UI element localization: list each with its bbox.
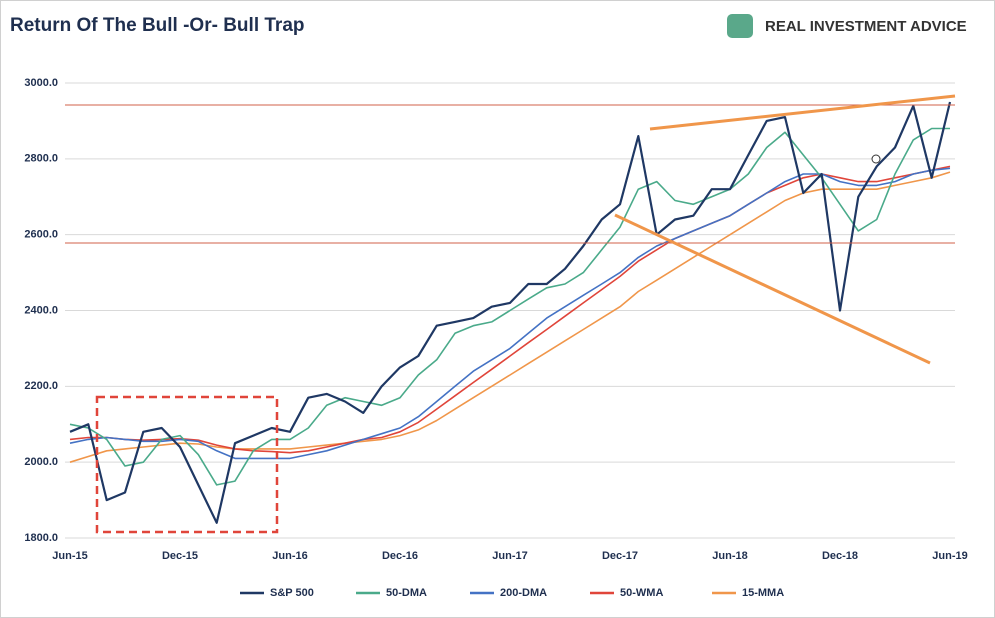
highlight-box [95,395,279,534]
series-line [69,101,952,524]
y-tick-label: 2000.0 [24,456,58,468]
x-tick-label: Dec-17 [602,550,638,562]
x-tick-label: Jun-18 [712,550,747,562]
marker [871,154,881,164]
legend-label: 50-DMA [386,587,427,599]
legend-label: 200-DMA [500,587,547,599]
y-tick-label: 2600.0 [24,229,58,241]
y-tick-label: 2800.0 [24,153,58,165]
y-tick-label: 1800.0 [24,532,58,544]
legend-label: 50-WMA [620,587,663,599]
logo-icon [727,14,753,38]
x-tick-label: Jun-16 [272,550,307,562]
y-tick-label: 3000.0 [24,77,58,89]
annotations [65,94,956,534]
legend-label: S&P 500 [270,587,314,599]
series-line [69,167,951,460]
x-tick-label: Jun-15 [52,550,87,562]
series-line [69,127,950,486]
y-tick-label: 2400.0 [24,304,58,316]
legend-label: 15-MMA [742,587,784,599]
x-tick-label: Dec-15 [162,550,198,562]
x-tick-label: Jun-17 [492,550,527,562]
trend-line [649,94,956,131]
chart-title: Return Of The Bull -Or- Bull Trap [10,15,305,36]
series-line [69,165,951,454]
logo-text: REAL INVESTMENT ADVICE [765,18,967,35]
x-tick-label: Dec-18 [822,550,858,562]
x-tick-label: Dec-16 [382,550,418,562]
x-tick-label: Jun-19 [932,550,967,562]
logo: REAL INVESTMENT ADVICE [727,14,967,38]
y-tick-label: 2200.0 [24,380,58,392]
trend-line [614,213,931,365]
